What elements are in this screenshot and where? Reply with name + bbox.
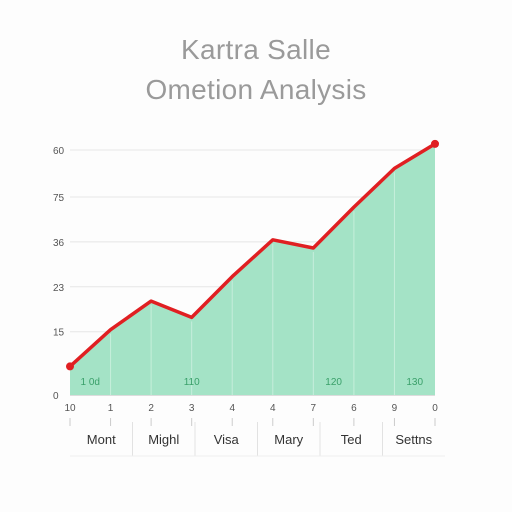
data-labels: 1 0d 110 120 130 [81, 377, 424, 388]
area-layer [70, 143, 435, 395]
series-start-point [66, 362, 74, 371]
line-layer [66, 139, 439, 371]
category-label: Mary [274, 432, 303, 447]
x-tick-label: 4 [270, 403, 276, 414]
category-label: Mont [87, 432, 116, 447]
x-tick-label: 4 [229, 403, 235, 414]
x-tick-label: 1 [108, 403, 114, 414]
chart-title-line-1: Kartra Salle [181, 34, 331, 65]
x-tick-label: 2 [148, 403, 154, 414]
chart-title-line-2: Ometion Analysis [145, 74, 367, 105]
series-end-point [431, 139, 439, 148]
category-label: Visa [214, 432, 240, 447]
category-row: Mont Mighl Visa Mary Ted Settns [70, 422, 445, 457]
y-axis: 60 75 36 23 15 0 [53, 146, 65, 402]
data-label: 1 0d [81, 377, 100, 388]
category-label: Mighl [148, 432, 179, 447]
y-tick-label: 60 [53, 146, 65, 157]
y-tick-label: 36 [53, 238, 65, 249]
category-label: Ted [341, 432, 362, 447]
data-label: 120 [325, 377, 342, 388]
x-tick-label: 3 [189, 403, 195, 414]
x-tick-label: 7 [311, 403, 317, 414]
x-axis: 10 1 2 3 4 4 7 6 9 0 [64, 403, 438, 426]
x-tick-label: 0 [432, 403, 438, 414]
y-tick-label: 23 [53, 283, 65, 294]
y-tick-label: 75 [53, 193, 65, 204]
y-tick-label: 0 [53, 391, 59, 402]
category-label: Settns [395, 432, 432, 447]
data-label: 110 [184, 377, 200, 388]
series-line [68, 142, 437, 369]
x-tick-label: 9 [392, 403, 398, 414]
area-fill [70, 143, 435, 395]
data-label: 130 [406, 377, 423, 388]
x-tick-label: 6 [351, 403, 357, 414]
y-tick-label: 15 [53, 328, 65, 339]
x-tick-label: 10 [64, 403, 76, 414]
